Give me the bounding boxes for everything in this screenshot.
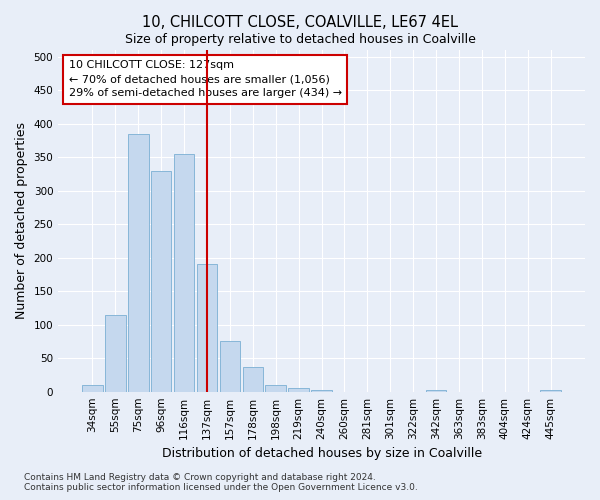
Bar (311, 390, 332, 392)
Bar (151, 170, 172, 392)
Bar (128, 134, 149, 392)
Bar (174, 154, 194, 392)
Text: 10, CHILCOTT CLOSE, COALVILLE, LE67 4EL: 10, CHILCOTT CLOSE, COALVILLE, LE67 4EL (142, 15, 458, 30)
Bar (242, 367, 263, 392)
Bar (105, 314, 125, 392)
Bar (289, 388, 309, 392)
Bar (220, 342, 240, 392)
Bar (541, 390, 561, 392)
Text: 10 CHILCOTT CLOSE: 127sqm
← 70% of detached houses are smaller (1,056)
29% of se: 10 CHILCOTT CLOSE: 127sqm ← 70% of detac… (69, 60, 342, 98)
Text: Size of property relative to detached houses in Coalville: Size of property relative to detached ho… (125, 32, 475, 46)
Bar (197, 264, 217, 392)
X-axis label: Distribution of detached houses by size in Coalville: Distribution of detached houses by size … (161, 447, 482, 460)
Bar (82, 385, 103, 392)
Text: Contains HM Land Registry data © Crown copyright and database right 2024.
Contai: Contains HM Land Registry data © Crown c… (24, 473, 418, 492)
Y-axis label: Number of detached properties: Number of detached properties (15, 122, 28, 320)
Bar (426, 390, 446, 392)
Bar (265, 385, 286, 392)
